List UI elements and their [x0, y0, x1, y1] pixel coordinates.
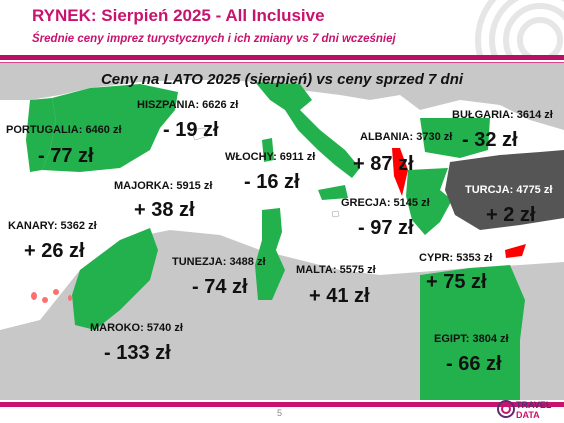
destination-change-egypt: - 66 zł [446, 353, 502, 375]
bulgaria-region [420, 118, 490, 158]
destination-change-turkey: + 2 zł [486, 204, 536, 226]
destination-label-egypt: EGIPT: 3804 zł [434, 333, 509, 345]
destination-change-malta: + 41 zł [309, 285, 370, 307]
destination-change-morocco: - 133 zł [104, 342, 171, 364]
footer-divider [0, 402, 564, 407]
destination-label-bulgaria: BUŁGARIA: 3614 zł [452, 109, 553, 121]
travel-data-logo-icon [497, 400, 515, 418]
header-divider [0, 55, 564, 60]
destination-change-majorca: + 38 zł [134, 199, 195, 221]
destination-label-turkey: TURCJA: 4775 zł [465, 184, 553, 196]
page-number: 5 [277, 408, 283, 418]
header-divider-thin [0, 62, 564, 63]
destination-label-portugal: PORTUGALIA: 6460 zł [6, 124, 122, 136]
mediterranean-map [0, 63, 564, 400]
destination-change-tunisia: - 74 zł [192, 276, 248, 298]
albania-region [392, 148, 408, 196]
destination-change-cyprus: + 75 zł [426, 271, 487, 293]
destination-change-italy: - 16 zł [244, 171, 300, 193]
page-title: RYNEK: Sierpień 2025 - All Inclusive [32, 6, 325, 25]
destination-change-canary-islands: + 26 zł [24, 240, 85, 262]
destination-label-spain: HISZPANIA: 6626 zł [137, 99, 239, 111]
portugal-region [26, 98, 56, 172]
italy-region [255, 82, 360, 178]
logo-text-data: DATA [516, 410, 540, 420]
destination-label-malta: MALTA: 5575 zł [296, 264, 376, 276]
destination-change-spain: - 19 zł [163, 119, 219, 141]
turkey-region [445, 150, 564, 230]
destination-label-greece: GRECJA: 5145 zł [341, 197, 430, 209]
sicily-region [318, 185, 348, 200]
destination-change-greece: - 97 zł [358, 217, 414, 239]
malta-region [331, 210, 340, 218]
destination-change-portugal: - 77 zł [38, 145, 94, 167]
greece-region [406, 168, 452, 235]
egypt-region [420, 265, 525, 400]
morocco-region [72, 228, 158, 330]
spain-region [42, 84, 178, 172]
map-title: Ceny na LATO 2025 (sierpień) vs ceny spr… [100, 71, 464, 88]
canary-islands [31, 289, 72, 303]
majorca-region [189, 127, 209, 141]
logo-text-travel: TRAVEL [516, 400, 552, 410]
destination-label-canary-islands: KANARY: 5362 zł [8, 220, 97, 232]
decorative-circles [475, 0, 564, 60]
destination-label-morocco: MAROKO: 5740 zł [90, 322, 183, 334]
destination-label-majorca: MAJORKA: 5915 zł [114, 180, 213, 192]
destination-label-cyprus: CYPR: 5353 zł [419, 252, 493, 264]
europe-land [0, 63, 564, 130]
page-subtitle: Średnie ceny imprez turystycznych i ich … [32, 33, 396, 45]
destination-label-albania: ALBANIA: 3730 zł [360, 131, 453, 143]
destination-change-albania: + 87 zł [353, 153, 414, 175]
sardinia-region [262, 138, 274, 162]
destination-change-bulgaria: - 32 zł [462, 129, 518, 151]
header: RYNEK: Sierpień 2025 - All Inclusive Śre… [0, 0, 564, 60]
cyprus-region [505, 244, 526, 258]
destination-label-italy: WŁOCHY: 6911 zł [225, 151, 316, 163]
destination-label-tunisia: TUNEZJA: 3488 zł [172, 256, 266, 268]
tunisia-region [255, 208, 285, 300]
